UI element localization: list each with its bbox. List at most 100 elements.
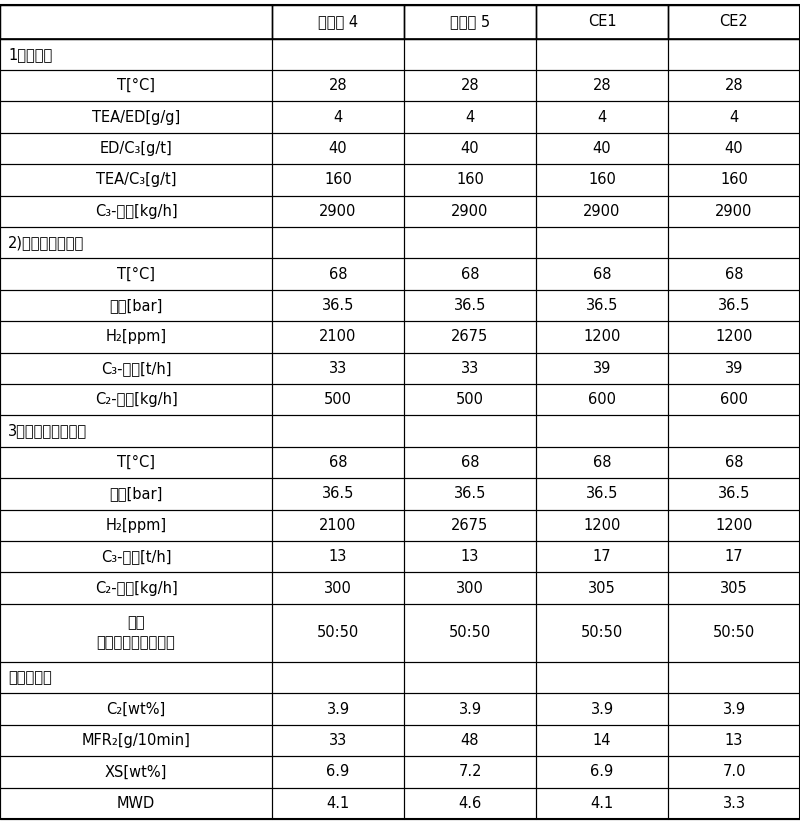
Text: 13: 13 [461,549,479,564]
Text: 36.5: 36.5 [586,486,618,501]
Text: 68: 68 [329,455,347,470]
Text: 1200: 1200 [715,330,753,344]
Text: T[°C]: T[°C] [117,267,155,282]
Text: C₃-进料[kg/h]: C₃-进料[kg/h] [94,204,178,219]
Text: 2100: 2100 [319,330,357,344]
Text: 3.9: 3.9 [722,701,746,717]
Text: 4.6: 4.6 [458,796,482,811]
Text: 36.5: 36.5 [454,486,486,501]
Text: 2900: 2900 [319,204,357,219]
Text: 1200: 1200 [715,517,753,533]
Text: 13: 13 [329,549,347,564]
Text: 17: 17 [593,549,611,564]
Text: 36.5: 36.5 [322,298,354,313]
Text: C₃-进料[t/h]: C₃-进料[t/h] [101,549,171,564]
Text: 50:50: 50:50 [581,625,623,640]
Text: 40: 40 [329,141,347,156]
Text: H₂[ppm]: H₂[ppm] [106,517,166,533]
Text: 3）第二环流反应器: 3）第二环流反应器 [8,424,87,438]
Text: 实施例 4: 实施例 4 [318,14,358,30]
Text: 2675: 2675 [451,330,489,344]
Text: 实施例 5: 实施例 5 [450,14,490,30]
Text: 160: 160 [324,172,352,187]
Text: T[°C]: T[°C] [117,78,155,93]
Text: 40: 40 [593,141,611,156]
Text: 6.9: 6.9 [590,765,614,780]
Text: 1200: 1200 [583,517,621,533]
Text: 4: 4 [730,110,738,124]
Text: 2)第一环流反应器: 2)第一环流反应器 [8,235,84,250]
Text: 2100: 2100 [319,517,357,533]
Text: T[°C]: T[°C] [117,455,155,470]
Text: 4: 4 [598,110,606,124]
Text: MWD: MWD [117,796,155,811]
Text: 28: 28 [593,78,611,93]
Text: 28: 28 [725,78,743,93]
Text: 33: 33 [461,361,479,376]
Text: 68: 68 [461,455,479,470]
Text: 3.9: 3.9 [326,701,350,717]
Text: 68: 68 [593,455,611,470]
Text: 7.0: 7.0 [722,765,746,780]
Text: 36.5: 36.5 [718,486,750,501]
Text: 300: 300 [324,581,352,596]
Text: 2675: 2675 [451,517,489,533]
Text: 36.5: 36.5 [718,298,750,313]
Text: 50:50: 50:50 [449,625,491,640]
Text: 68: 68 [725,455,743,470]
Text: MFR₂[g/10min]: MFR₂[g/10min] [82,733,190,748]
Text: 305: 305 [720,581,748,596]
Text: 3.3: 3.3 [722,796,746,811]
Text: 4.1: 4.1 [590,796,614,811]
Text: 68: 68 [329,267,347,282]
Text: 比例
第一环流：第二环流: 比例 第一环流：第二环流 [97,616,175,650]
Text: 68: 68 [461,267,479,282]
Text: 28: 28 [329,78,347,93]
Text: 14: 14 [593,733,611,748]
Text: 1200: 1200 [583,330,621,344]
Text: 36.5: 36.5 [586,298,618,313]
Text: 600: 600 [588,392,616,407]
Text: C₂-进料[kg/h]: C₂-进料[kg/h] [94,392,178,407]
Text: C₂[wt%]: C₂[wt%] [106,701,166,717]
Text: 305: 305 [588,581,616,596]
Text: 3.9: 3.9 [590,701,614,717]
Text: 600: 600 [720,392,748,407]
Text: CE1: CE1 [588,14,616,30]
Text: 28: 28 [461,78,479,93]
Text: 39: 39 [725,361,743,376]
Text: CE2: CE2 [720,14,748,30]
Text: 50:50: 50:50 [713,625,755,640]
Text: 6.9: 6.9 [326,765,350,780]
Text: 500: 500 [324,392,352,407]
Text: TEA/ED[g/g]: TEA/ED[g/g] [92,110,180,124]
Text: 聚合物性能: 聚合物性能 [8,670,52,686]
Text: 36.5: 36.5 [322,486,354,501]
Text: 160: 160 [588,172,616,187]
Text: 2900: 2900 [451,204,489,219]
Text: 39: 39 [593,361,611,376]
Text: 4: 4 [466,110,474,124]
Text: 2900: 2900 [583,204,621,219]
Text: 160: 160 [456,172,484,187]
Text: 40: 40 [461,141,479,156]
Text: C₃-进料[t/h]: C₃-进料[t/h] [101,361,171,376]
Text: 68: 68 [725,267,743,282]
Text: 500: 500 [456,392,484,407]
Text: H₂[ppm]: H₂[ppm] [106,330,166,344]
Text: 1）预聚合: 1）预聚合 [8,47,52,62]
Text: 17: 17 [725,549,743,564]
Text: 4: 4 [334,110,342,124]
Text: 68: 68 [593,267,611,282]
Text: 33: 33 [329,733,347,748]
Text: XS[wt%]: XS[wt%] [105,765,167,780]
Text: C₂-进料[kg/h]: C₂-进料[kg/h] [94,581,178,596]
Text: 40: 40 [725,141,743,156]
Text: 压力[bar]: 压力[bar] [110,486,162,501]
Text: 50:50: 50:50 [317,625,359,640]
Text: 300: 300 [456,581,484,596]
Text: 7.2: 7.2 [458,765,482,780]
Text: 4.1: 4.1 [326,796,350,811]
Text: 2900: 2900 [715,204,753,219]
Text: 36.5: 36.5 [454,298,486,313]
